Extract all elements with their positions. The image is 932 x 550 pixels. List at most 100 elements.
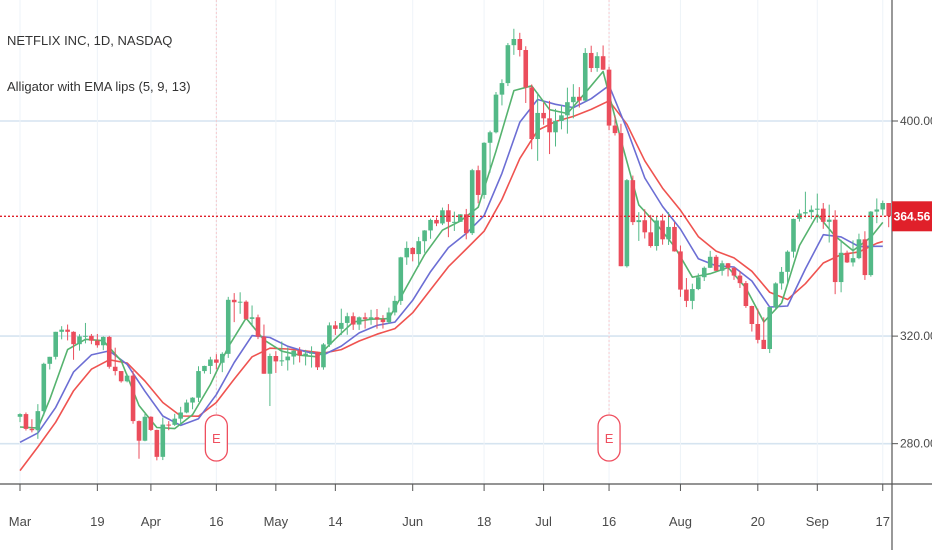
candle: [89, 335, 94, 341]
x-tick-label: 16: [209, 514, 223, 529]
candle: [469, 170, 475, 234]
candle: [297, 350, 302, 356]
candle: [47, 356, 53, 364]
candle: [826, 219, 832, 222]
candle: [862, 239, 868, 276]
candle: [803, 212, 808, 214]
candle: [112, 366, 118, 372]
candle: [547, 118, 552, 133]
candle: [654, 220, 659, 247]
candle: [106, 336, 112, 367]
candle: [148, 416, 154, 430]
candle: [886, 203, 891, 217]
candle: [95, 340, 100, 346]
candle: [398, 257, 404, 301]
candle: [707, 256, 713, 268]
candle: [463, 214, 469, 234]
candle: [237, 301, 243, 303]
candle: [160, 424, 166, 457]
candle: [642, 220, 648, 233]
candle: [380, 319, 386, 323]
candle: [648, 232, 653, 247]
candle: [392, 300, 398, 313]
candle: [678, 251, 683, 290]
candle: [65, 329, 70, 332]
candle: [243, 301, 249, 319]
candle: [362, 317, 368, 319]
candle: [59, 329, 64, 332]
candle: [17, 414, 23, 417]
candle: [404, 247, 410, 258]
candle: [422, 230, 427, 242]
candle: [118, 371, 124, 382]
candle: [220, 353, 225, 363]
candle: [303, 353, 308, 356]
candle: [880, 203, 886, 210]
alligator-teeth-line: [19, 84, 883, 444]
candle: [475, 170, 481, 195]
candle: [53, 331, 58, 357]
candle: [41, 363, 47, 412]
candle: [517, 38, 523, 51]
x-tick-label: Mar: [9, 514, 32, 529]
candle: [291, 350, 296, 357]
candle: [719, 263, 725, 271]
current-price-badge: [892, 201, 932, 232]
alligator-lips-line: [19, 70, 884, 430]
candle: [696, 277, 701, 290]
candle: [701, 267, 707, 278]
candle: [172, 418, 177, 425]
candle: [511, 38, 517, 46]
candle: [124, 375, 130, 382]
teeth-series: [19, 84, 883, 444]
candle: [660, 220, 665, 240]
candle: [636, 220, 642, 223]
candle: [529, 87, 534, 140]
candle: [142, 416, 148, 441]
candle: [225, 299, 231, 354]
candle: [755, 324, 761, 340]
indicator-label[interactable]: Alligator with EMA lips (5, 9, 13): [7, 79, 191, 94]
candle: [493, 94, 499, 133]
candle: [428, 219, 433, 231]
x-tick-label: May: [264, 514, 289, 529]
candle: [410, 247, 415, 255]
candle: [356, 317, 362, 325]
candle: [255, 317, 261, 337]
candle: [190, 397, 195, 403]
x-tick-label: 17: [876, 514, 890, 529]
candle: [154, 429, 160, 457]
candle: [618, 133, 624, 267]
earnings-marker-label: E: [605, 431, 614, 446]
candle: [101, 336, 106, 346]
candle: [83, 335, 88, 337]
candle: [309, 352, 314, 354]
candle: [208, 359, 213, 366]
candle: [672, 226, 677, 252]
candle: [487, 132, 493, 143]
candle: [749, 305, 755, 325]
candle: [850, 258, 856, 263]
current-price-label: 364.56: [894, 209, 931, 223]
candle: [606, 69, 612, 126]
candle: [571, 96, 576, 103]
jaw-series: [19, 100, 884, 472]
candle: [261, 336, 267, 374]
candle: [344, 316, 350, 323]
candle: [565, 102, 570, 116]
x-tick-label: Sep: [806, 514, 829, 529]
candle: [612, 125, 618, 134]
x-tick-label: 14: [328, 514, 342, 529]
candle: [541, 112, 546, 119]
x-tick-label: Aug: [669, 514, 692, 529]
candle: [761, 339, 767, 350]
earnings-marker: [204, 414, 229, 462]
candle: [214, 359, 219, 363]
candle: [499, 83, 505, 95]
candle: [690, 289, 695, 301]
candle: [231, 299, 237, 303]
candle: [779, 271, 784, 284]
candle: [731, 267, 737, 276]
candle: [791, 218, 796, 252]
